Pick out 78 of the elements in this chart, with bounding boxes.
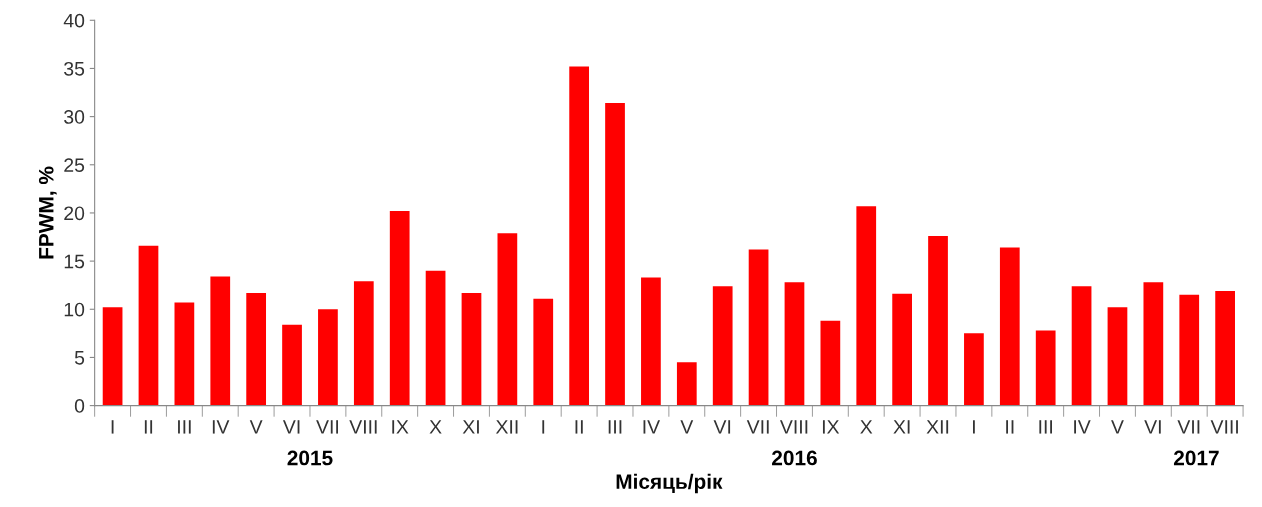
bar [605, 103, 625, 406]
x-axis-title: Місяць/рік [616, 473, 723, 494]
bar [676, 362, 697, 406]
bar [533, 298, 554, 406]
bar [641, 277, 661, 406]
x-tick-label: VI [713, 420, 731, 434]
x-tick-label: III [608, 420, 622, 434]
x-tick-label: X [429, 420, 442, 434]
x-tick-label: VIII [1210, 420, 1238, 434]
x-tick-label: IV [1074, 420, 1091, 434]
bar [1035, 330, 1056, 406]
x-tick-label: XII [926, 420, 949, 434]
y-tick-label: 30 [64, 110, 85, 124]
bar [748, 249, 769, 406]
x-tick-label: VII [316, 420, 339, 434]
bar [389, 211, 410, 406]
y-tick-label: 15 [64, 254, 85, 269]
x-tick-label: XI [462, 420, 479, 434]
x-tick-label: XII [495, 420, 518, 434]
bar [856, 206, 877, 406]
bar [138, 245, 159, 406]
bar [210, 276, 231, 406]
x-tick-label: X [860, 420, 873, 434]
y-axis-title: FPWM, % [38, 166, 57, 259]
bar [461, 292, 482, 406]
text: 2017 [1173, 450, 1219, 466]
bar [569, 66, 590, 406]
y-tick-label: 0 [74, 399, 85, 413]
x-tick-label: VIII [349, 420, 377, 434]
x-tick-label: VII [1177, 420, 1200, 434]
x-tick-label: IX [392, 420, 409, 434]
bar [784, 282, 805, 406]
x-tick-label: V [680, 420, 694, 434]
x-tick-label: VI [282, 420, 300, 434]
bar [174, 302, 195, 406]
bar [712, 286, 733, 406]
bar [999, 247, 1020, 406]
x-tick-label: V [249, 420, 263, 434]
x-tick-label: VII [746, 420, 769, 434]
bar [318, 309, 338, 406]
x-tick-label: VI [1144, 420, 1161, 434]
bar [1107, 307, 1128, 406]
x-tick-label: V [1111, 420, 1124, 434]
bar [820, 320, 841, 406]
bar [246, 292, 267, 406]
x-tick-label: II [575, 420, 583, 434]
bar [282, 324, 302, 406]
text: 2015 [287, 450, 333, 466]
x-tick-label: IV [212, 420, 230, 434]
bar [1071, 286, 1092, 406]
x-tick-label: I [111, 420, 114, 434]
y-tick-label: 5 [74, 351, 85, 365]
y-tick-label: 35 [64, 61, 85, 76]
x-tick-label: XI [893, 420, 910, 434]
bar [1179, 294, 1200, 406]
y-tick-label: 40 [63, 13, 85, 28]
bar [497, 233, 518, 406]
bar [1215, 290, 1235, 406]
x-tick-label: VIII [779, 420, 808, 434]
bar [892, 293, 912, 406]
bar [1143, 282, 1164, 406]
x-tick-label: II [1006, 420, 1014, 434]
x-tick-label: I [542, 420, 545, 434]
y-tick-label: 20 [64, 206, 85, 221]
x-tick-label: III [1039, 420, 1052, 434]
y-tick-label: 10 [64, 302, 85, 317]
x-tick-label: IV [643, 420, 661, 434]
bar [102, 307, 123, 406]
bar [425, 270, 446, 406]
x-tick-label: IX [822, 420, 840, 434]
text: 2016 [772, 450, 817, 466]
bar [353, 281, 374, 406]
x-tick-label: III [178, 420, 191, 434]
x-tick-label: II [144, 420, 153, 434]
y-tick-label: 25 [64, 158, 85, 173]
bar [964, 333, 984, 406]
bar [928, 236, 948, 406]
x-tick-label: I [973, 420, 975, 434]
